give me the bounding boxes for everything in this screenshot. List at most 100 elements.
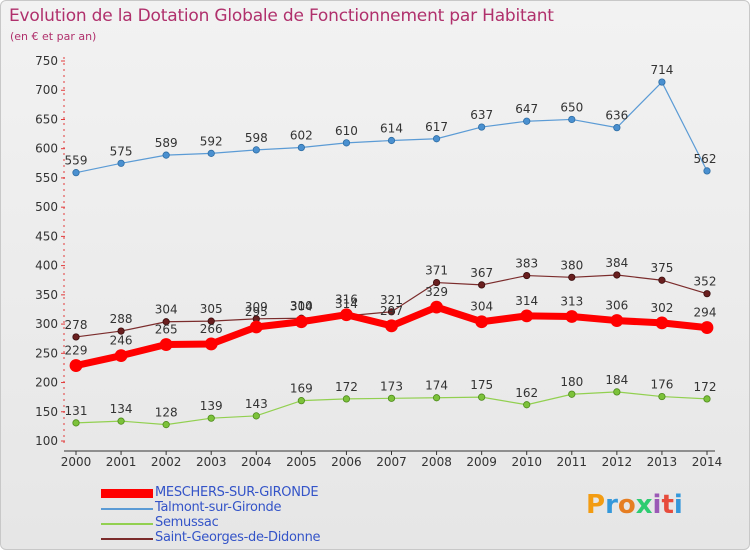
x-tick-label: 2010 <box>511 455 542 469</box>
data-point-meschers-sur-gironde <box>520 309 534 323</box>
data-label-saint-georges-de-didonne: 380 <box>560 258 583 272</box>
data-label-meschers-sur-gironde: 297 <box>380 304 403 318</box>
data-label-meschers-sur-gironde: 304 <box>290 300 313 314</box>
logo-letter: P <box>586 490 606 520</box>
x-tick-label: 2013 <box>647 455 678 469</box>
data-label-talmont-sur-gironde: 575 <box>110 144 133 158</box>
data-label-meschers-sur-gironde: 316 <box>335 293 358 307</box>
data-label-talmont-sur-gironde: 562 <box>694 152 717 166</box>
data-label-semussac: 173 <box>380 379 403 393</box>
data-label-saint-georges-de-didonne: 384 <box>605 256 628 270</box>
legend: MESCHERS-SUR-GIRONDE Talmont-sur-Gironde… <box>101 485 401 546</box>
data-point-saint-georges-de-didonne <box>162 318 170 326</box>
data-point-semussac <box>342 395 351 403</box>
data-label-semussac: 176 <box>650 378 673 392</box>
data-point-talmont-sur-gironde <box>658 78 666 86</box>
logo-letter: t <box>661 490 674 520</box>
logo-letter: x <box>635 490 653 520</box>
data-label-talmont-sur-gironde: 636 <box>605 109 628 123</box>
data-point-meschers-sur-gironde <box>385 319 398 333</box>
y-tick-label: 300 <box>35 317 58 331</box>
data-label-meschers-sur-gironde: 304 <box>470 300 493 314</box>
data-label-saint-georges-de-didonne: 278 <box>65 318 88 332</box>
data-point-meschers-sur-gironde <box>114 349 128 363</box>
data-label-semussac: 180 <box>560 375 583 389</box>
data-label-saint-georges-de-didonne: 305 <box>200 302 223 316</box>
data-label-saint-georges-de-didonne: 383 <box>515 257 538 271</box>
data-label-meschers-sur-gironde: 246 <box>110 334 133 348</box>
data-point-saint-georges-de-didonne <box>117 327 125 335</box>
data-label-talmont-sur-gironde: 650 <box>560 100 583 114</box>
data-point-semussac <box>523 401 531 409</box>
data-label-meschers-sur-gironde: 266 <box>200 322 223 336</box>
data-point-meschers-sur-gironde <box>430 300 443 314</box>
data-point-semussac <box>478 393 486 401</box>
data-point-saint-georges-de-didonne <box>703 290 711 298</box>
legend-swatch-meschers <box>101 489 153 498</box>
x-tick-label: 2009 <box>466 455 497 469</box>
data-point-talmont-sur-gironde <box>432 135 441 143</box>
x-tick-label: 2007 <box>376 455 407 469</box>
x-tick-label: 2014 <box>692 455 723 469</box>
data-point-saint-georges-de-didonne <box>387 308 396 316</box>
data-point-saint-georges-de-didonne <box>72 333 80 341</box>
y-tick-label: 700 <box>35 83 58 97</box>
data-point-talmont-sur-gironde <box>117 159 125 167</box>
data-label-semussac: 175 <box>470 378 493 392</box>
legend-swatch-saint-georges <box>101 538 153 540</box>
logo-letter: o <box>617 490 636 520</box>
x-tick-label: 2006 <box>331 455 362 469</box>
x-tick-label: 2008 <box>421 455 452 469</box>
data-label-saint-georges-de-didonne: 321 <box>380 293 403 307</box>
data-point-talmont-sur-gironde <box>387 136 396 145</box>
legend-item-semussac: Semussac <box>101 515 401 531</box>
data-point-talmont-sur-gironde <box>342 139 351 147</box>
y-tick-label: 650 <box>35 112 58 126</box>
x-tick-label: 2001 <box>106 455 137 469</box>
data-point-semussac <box>207 414 215 422</box>
legend-swatch-talmont <box>101 508 153 510</box>
data-point-talmont-sur-gironde <box>252 146 260 154</box>
y-tick-label: 100 <box>35 434 58 448</box>
data-point-saint-georges-de-didonne <box>658 276 666 284</box>
data-point-semussac <box>432 394 441 402</box>
proxiti-logo: Proxiti <box>586 490 683 520</box>
data-label-semussac: 172 <box>694 380 717 394</box>
data-point-talmont-sur-gironde <box>523 117 531 125</box>
data-point-meschers-sur-gironde <box>340 308 353 322</box>
data-label-talmont-sur-gironde: 714 <box>650 63 673 77</box>
data-label-saint-georges-de-didonne: 371 <box>425 264 448 278</box>
data-point-talmont-sur-gironde <box>703 167 711 175</box>
logo-letter: i <box>652 490 662 520</box>
y-tick-label: 200 <box>35 376 58 390</box>
data-point-meschers-sur-gironde <box>204 337 218 351</box>
data-point-saint-georges-de-didonne <box>432 278 441 287</box>
x-tick-label: 2003 <box>196 455 227 469</box>
data-label-talmont-sur-gironde: 647 <box>515 102 538 116</box>
data-label-meschers-sur-gironde: 265 <box>155 323 178 337</box>
data-point-meschers-sur-gironde <box>294 315 308 329</box>
x-tick-label: 2005 <box>286 455 317 469</box>
data-point-semussac <box>162 421 170 429</box>
data-point-meschers-sur-gironde <box>655 316 669 330</box>
data-point-talmont-sur-gironde <box>297 143 305 152</box>
data-point-saint-georges-de-didonne <box>523 271 531 280</box>
y-tick-label: 350 <box>35 288 58 302</box>
legend-item-talmont: Talmont-sur-Gironde <box>101 500 401 516</box>
logo-letter: i <box>673 490 683 520</box>
data-label-meschers-sur-gironde: 295 <box>245 305 268 319</box>
data-point-semussac <box>252 412 260 420</box>
data-point-semussac <box>703 395 711 403</box>
x-tick-label: 2012 <box>602 455 633 469</box>
legend-label-saint-georges: Saint-Georges-de-Didonne <box>155 530 321 545</box>
data-label-semussac: 128 <box>155 406 178 420</box>
data-label-talmont-sur-gironde: 598 <box>245 131 268 145</box>
data-point-talmont-sur-gironde <box>72 169 80 177</box>
data-label-semussac: 169 <box>290 382 313 396</box>
data-point-meschers-sur-gironde <box>610 314 624 327</box>
data-label-meschers-sur-gironde: 329 <box>425 285 448 299</box>
data-point-semussac <box>387 394 396 402</box>
data-point-semussac <box>658 392 666 401</box>
